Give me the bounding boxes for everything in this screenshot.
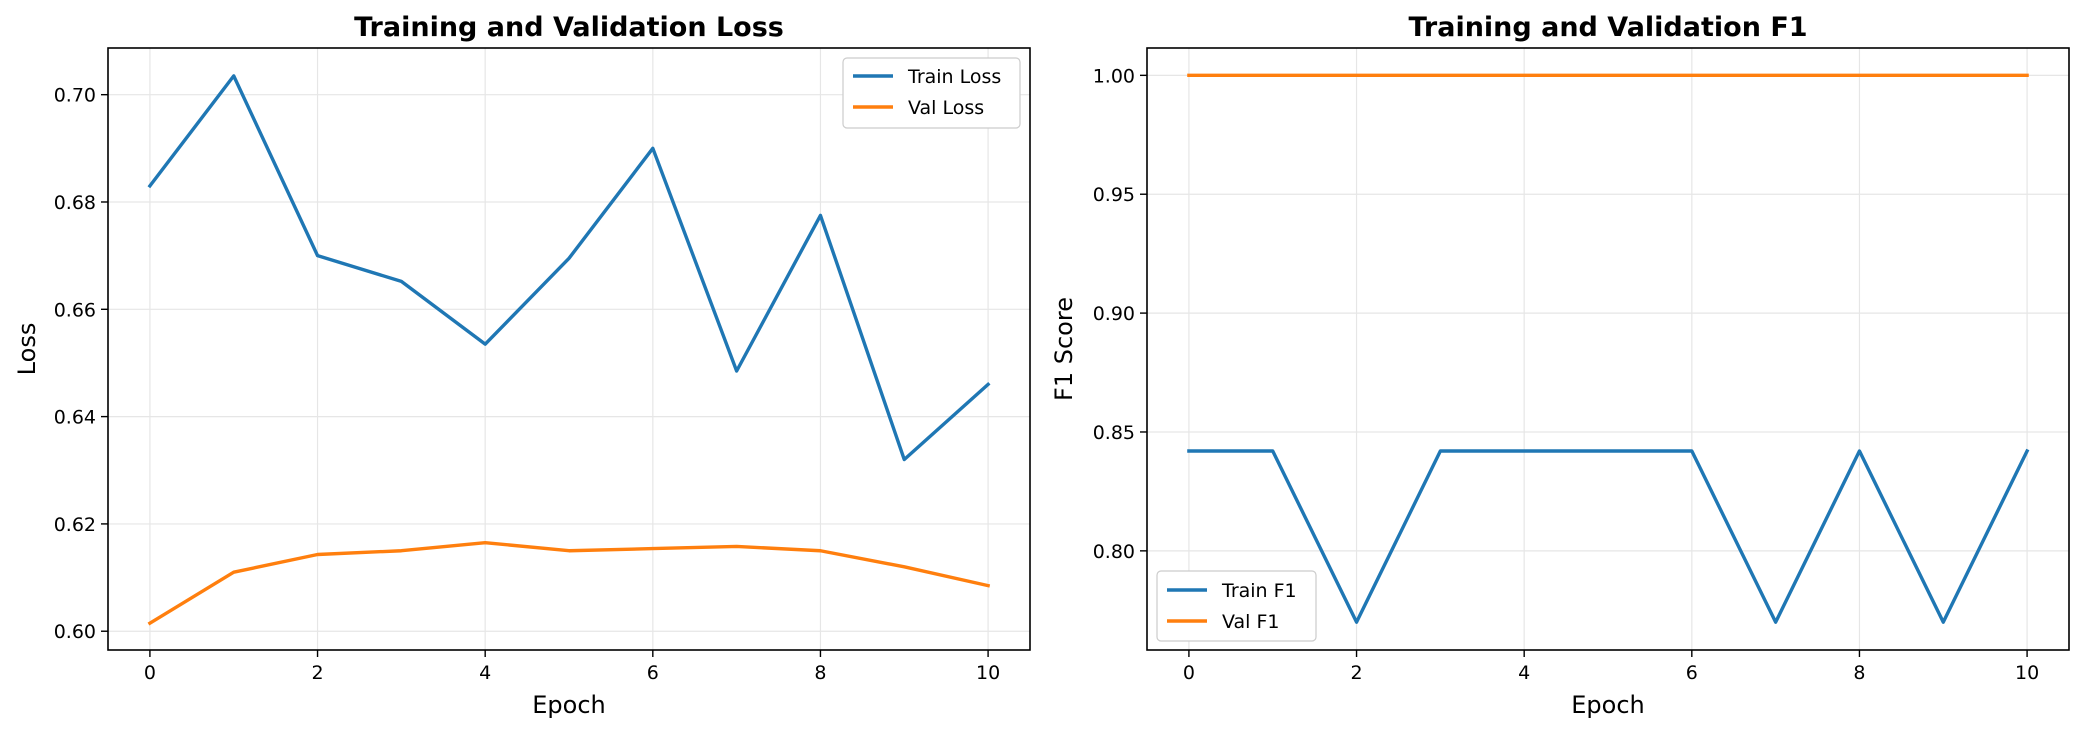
f1-x-tick-label: 6 [1686,662,1698,684]
loss-legend-label-train: Train Loss [907,66,1001,88]
f1-y-tick-label: 0.80 [1093,541,1135,563]
loss-chart-frame [107,47,1031,651]
series-line-val-loss [147,540,991,626]
f1-y-tick-label: 0.85 [1093,422,1135,444]
f1-chart-grid [1147,48,2069,650]
loss-chart-title: Training and Validation Loss [354,12,784,43]
loss-chart-x-axis: 0 2 4 6 8 10 [144,650,1000,684]
f1-x-tick-label: 8 [1853,662,1865,684]
loss-chart-grid [108,48,1030,650]
loss-x-tick-label: 0 [144,662,156,684]
loss-x-tick-label: 10 [976,662,1000,684]
loss-y-tick-label: 0.68 [54,192,96,214]
f1-chart-frame [1146,47,2070,651]
f1-chart-legend: Train F1 Val F1 [1156,570,1317,642]
f1-y-tick-label: 0.90 [1093,303,1135,325]
f1-x-tick-label: 2 [1350,662,1362,684]
loss-chart-legend: Train Loss Val Loss [842,57,1021,129]
f1-x-tick-label: 4 [1518,662,1530,684]
f1-chart-x-label: Epoch [1571,691,1645,719]
f1-chart: Training and Validation F1 0 2 4 6 8 10 0.800… [1050,12,2070,719]
loss-chart-plot-area [147,74,991,626]
loss-chart-y-label: Loss [13,323,41,376]
f1-chart-title: Training and Validation F1 [1408,12,1807,43]
loss-chart: Training and Validation Loss 0 2 4 6 8 10 0.6… [13,12,1031,719]
loss-x-tick-label: 8 [814,662,826,684]
f1-y-tick-label: 1.00 [1093,65,1135,87]
loss-x-tick-label: 2 [311,662,323,684]
loss-y-tick-label: 0.60 [54,621,96,643]
loss-chart-y-axis: 0.60 0.62 0.64 0.66 0.68 0.70 [54,85,108,643]
f1-legend-label-train: Train F1 [1221,580,1297,602]
loss-x-tick-label: 6 [647,662,659,684]
f1-chart-x-axis: 0 2 4 6 8 10 [1183,650,2039,684]
loss-y-tick-label: 0.70 [54,85,96,107]
f1-x-tick-label: 0 [1183,662,1195,684]
f1-chart-plot-area [1187,73,2030,624]
series-line-train-f1 [1187,448,2030,624]
f1-y-tick-label: 0.95 [1093,184,1135,206]
loss-legend-label-val: Val Loss [908,97,984,119]
loss-y-tick-label: 0.66 [54,299,96,321]
loss-x-tick-label: 4 [479,662,491,684]
loss-y-tick-label: 0.62 [54,514,96,536]
series-line-train-loss [147,74,991,462]
loss-y-tick-label: 0.64 [54,407,96,429]
f1-chart-y-label: F1 Score [1050,297,1078,401]
f1-x-tick-label: 10 [2015,662,2039,684]
f1-legend-label-val: Val F1 [1222,611,1280,633]
f1-chart-y-axis: 0.80 0.85 0.90 0.95 1.00 [1093,65,1147,563]
loss-chart-x-label: Epoch [532,691,606,719]
